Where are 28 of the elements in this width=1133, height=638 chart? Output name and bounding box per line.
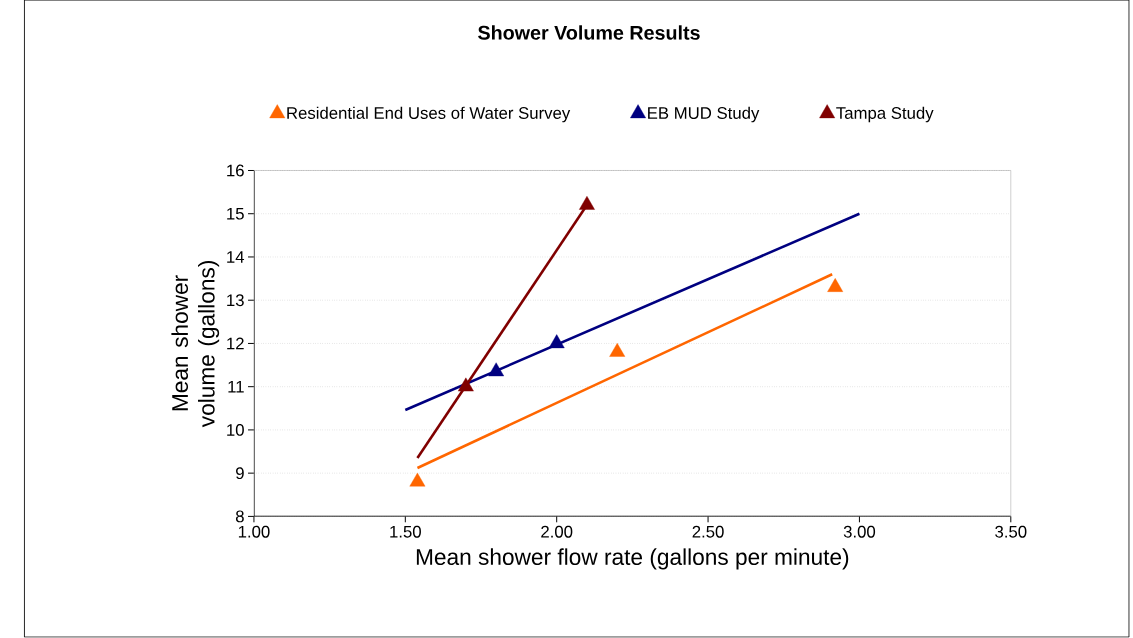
x-tick-label: 2.50: [692, 525, 724, 538]
point: [548, 334, 565, 349]
legend-label: EB MUD Study: [648, 106, 760, 123]
y-tick-label: 13: [227, 294, 244, 307]
legend-label: Residential End Uses of Water Survey: [287, 106, 571, 123]
point: [409, 472, 426, 487]
y-tick-label: 15: [227, 208, 244, 220]
chart-title: Shower Volume Results: [478, 25, 700, 40]
y-tick-label: 8: [235, 510, 244, 523]
x-tick-label: 1.00: [238, 525, 270, 538]
y-tick-label: 16: [227, 164, 244, 177]
y-tick-label: 9: [236, 467, 244, 480]
y-axis-title: Mean shower volume (gallons): [171, 261, 220, 428]
point: [488, 362, 505, 377]
x-axis-title: Mean shower flow rate (gallons per minute): [416, 548, 849, 570]
x-tick-label: 1.50: [390, 525, 421, 538]
x-tick-label: 3.50: [995, 525, 1027, 538]
x-tick-label: 2.00: [541, 525, 573, 538]
point: [827, 278, 844, 293]
point: [457, 377, 474, 392]
point: [579, 196, 595, 210]
legend-label: Tampa Study: [836, 106, 934, 123]
x-tick-label: 3.00: [843, 525, 876, 538]
y-tick-label: 10: [227, 424, 244, 437]
y-tick-label: 12: [227, 337, 244, 350]
point: [609, 343, 626, 357]
y-tick-label: 14: [227, 251, 245, 263]
y-tick-label: 11: [228, 381, 244, 393]
